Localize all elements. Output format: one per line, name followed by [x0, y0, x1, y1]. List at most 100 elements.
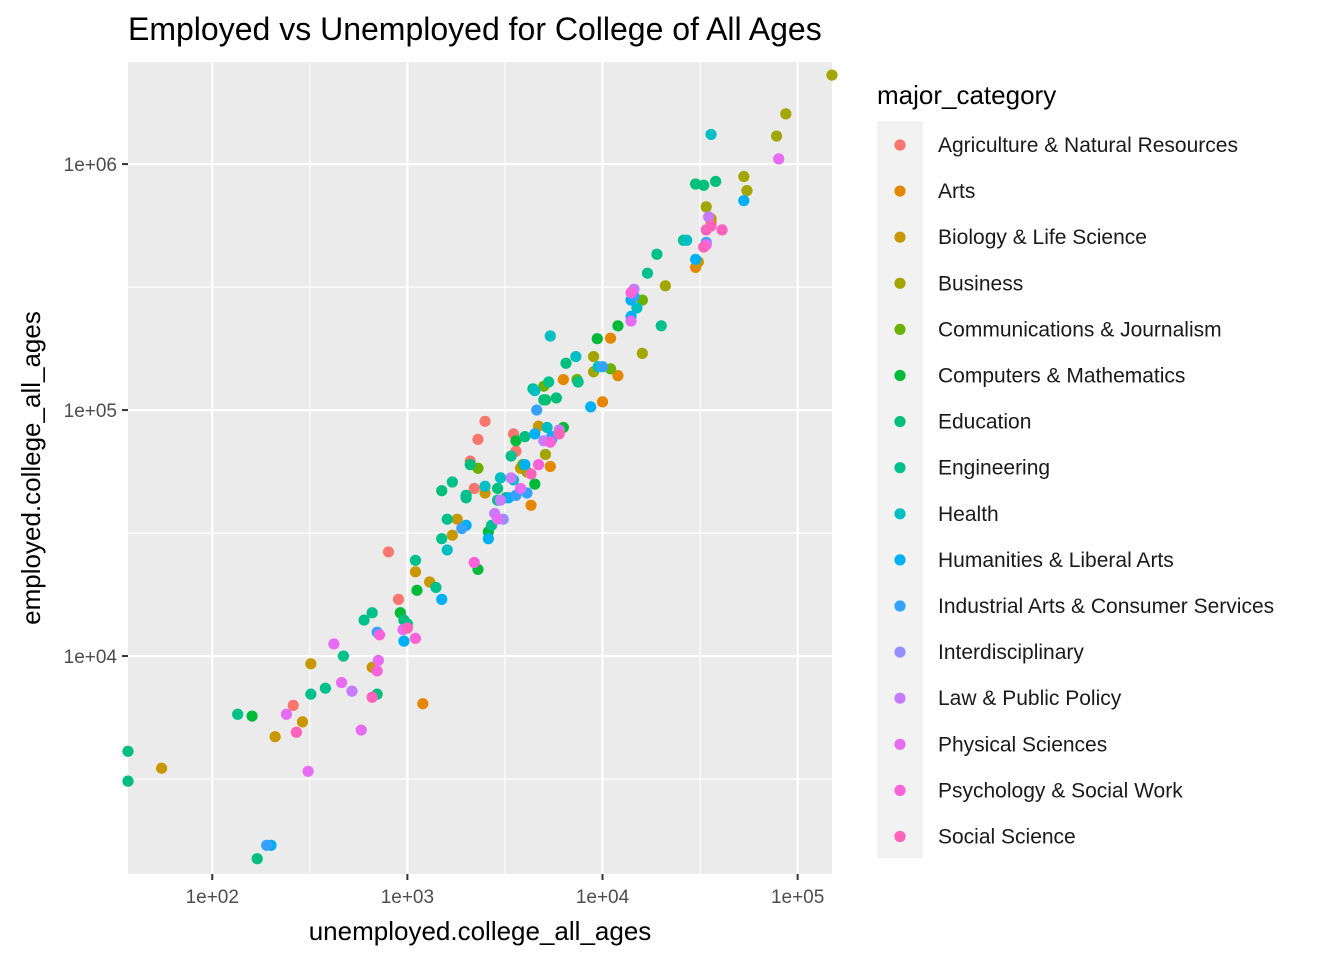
- data-point: [705, 220, 717, 232]
- data-point: [531, 404, 543, 416]
- data-point: [302, 765, 314, 777]
- legend-label: Computers & Mathematics: [938, 365, 1185, 388]
- legend-key: [894, 600, 906, 612]
- data-point: [591, 333, 603, 345]
- data-point: [659, 280, 671, 292]
- data-point: [296, 716, 309, 728]
- data-point: [251, 853, 263, 865]
- data-point: [446, 529, 458, 541]
- data-point: [456, 522, 468, 535]
- legend-label: Communications & Journalism: [938, 318, 1222, 341]
- data-point: [122, 775, 134, 787]
- legend-key: [894, 185, 906, 197]
- data-point: [319, 682, 331, 694]
- data-point: [494, 472, 507, 484]
- legend-key: [894, 554, 906, 566]
- legend-title: major_category: [877, 80, 1056, 110]
- data-point: [544, 330, 556, 342]
- data-point: [710, 175, 722, 188]
- data-point: [436, 533, 448, 545]
- data-point: [409, 632, 422, 644]
- data-point: [690, 178, 702, 190]
- x-tick-label: 1e+05: [771, 887, 824, 908]
- data-point: [155, 762, 168, 774]
- data-point: [539, 448, 552, 461]
- data-point: [446, 476, 458, 488]
- data-point: [441, 513, 453, 525]
- data-point: [532, 459, 545, 471]
- legend-key: [894, 416, 906, 428]
- data-point: [505, 472, 517, 484]
- minor-gridlines: [128, 62, 832, 874]
- data-point: [472, 433, 484, 445]
- data-point: [464, 459, 476, 471]
- data-point: [612, 320, 624, 332]
- data-point: [636, 294, 648, 306]
- data-point: [401, 622, 413, 634]
- data-point: [479, 480, 491, 492]
- data-point: [625, 287, 637, 299]
- legend-key: [894, 323, 906, 335]
- data-point: [604, 332, 617, 344]
- legend-label: Arts: [938, 180, 975, 203]
- data-point: [269, 731, 281, 743]
- y-tick-label: 1e+06: [64, 155, 117, 176]
- data-point: [468, 482, 480, 495]
- legend-key: [894, 369, 906, 382]
- data-point: [529, 384, 541, 397]
- data-point: [287, 699, 299, 712]
- data-point: [641, 267, 654, 279]
- data-point: [441, 544, 453, 556]
- data-point: [280, 708, 293, 720]
- data-point: [328, 638, 340, 650]
- legend-label: Business: [938, 272, 1023, 295]
- data-point: [392, 593, 405, 605]
- data-point: [261, 839, 273, 851]
- data-point: [541, 421, 553, 434]
- data-point: [436, 593, 448, 605]
- data-point: [770, 130, 783, 142]
- data-point: [681, 234, 693, 246]
- data-point: [651, 248, 663, 260]
- x-axis-ticks: 1e+02 1e+03 1e+04 1e+05: [186, 874, 824, 908]
- data-point: [122, 745, 134, 757]
- legend-key: [894, 231, 906, 243]
- data-point: [346, 685, 358, 697]
- legend-label: Psychology & Social Work: [938, 779, 1183, 802]
- legend-label: Law & Public Policy: [938, 687, 1122, 710]
- data-point: [700, 201, 712, 213]
- data-point: [741, 185, 753, 197]
- data-point: [631, 302, 643, 314]
- legend-key: [894, 830, 906, 843]
- legend-key: [894, 784, 906, 797]
- data-point: [519, 459, 531, 471]
- data-point: [570, 350, 582, 363]
- x-tick-label: 1e+02: [186, 887, 239, 908]
- data-point: [538, 394, 550, 406]
- legend-label: Biology & Life Science: [938, 226, 1147, 249]
- data-point: [451, 513, 463, 525]
- data-point: [560, 357, 572, 369]
- legend-label: Humanities & Liberal Arts: [938, 549, 1174, 572]
- data-point: [596, 361, 609, 373]
- y-axis-ticks: 1e+04 1e+05 1e+06: [64, 155, 128, 668]
- data-point: [550, 392, 562, 404]
- x-tick-label: 1e+03: [381, 887, 434, 908]
- data-point: [409, 566, 422, 578]
- data-point: [411, 584, 423, 596]
- x-axis-label: unemployed.college_all_ages: [309, 916, 652, 946]
- legend-label: Agriculture & Natural Resources: [938, 134, 1238, 157]
- legend-key: [894, 692, 906, 704]
- data-point: [557, 373, 569, 386]
- y-tick-label: 1e+05: [64, 401, 117, 422]
- y-axis-label: employed.college_all_ages: [16, 311, 46, 625]
- data-point: [492, 513, 504, 525]
- legend-key: [894, 738, 906, 750]
- data-point: [612, 370, 624, 382]
- data-point: [505, 450, 517, 462]
- data-point: [596, 396, 609, 408]
- chart-title: Employed vs Unemployed for College of Al…: [128, 11, 822, 47]
- legend-key: [894, 462, 906, 474]
- legend-label: Engineering: [938, 457, 1050, 480]
- legend-key: [894, 277, 906, 289]
